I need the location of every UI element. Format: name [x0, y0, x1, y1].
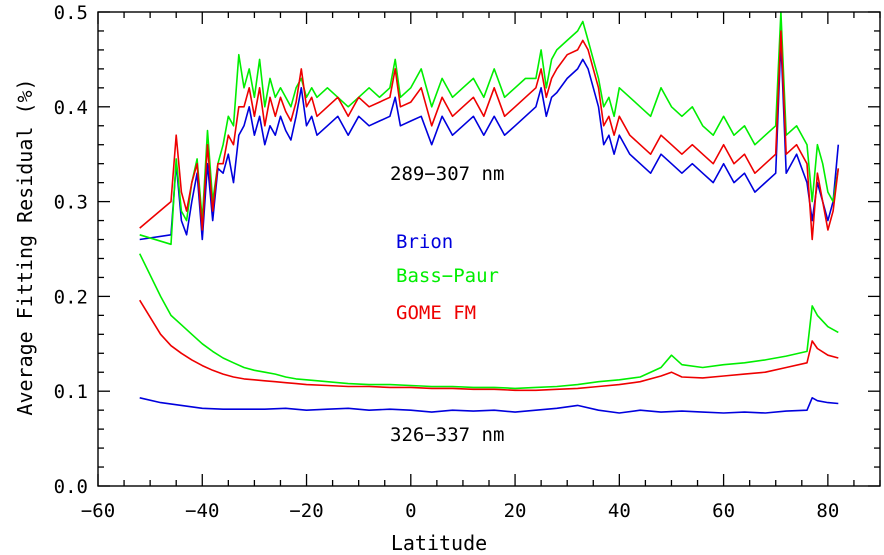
series-lines — [138, 11, 840, 414]
y-tick-label: 0.2 — [54, 286, 88, 308]
y-tick-label: 0.0 — [54, 476, 88, 498]
annotation-lower-band: 326−337 nm — [390, 424, 504, 446]
legend-entry-gome-fm: GOME FM — [396, 302, 476, 324]
x-tick-label: −20 — [289, 500, 323, 522]
series-line-bass-paur-lower — [138, 253, 839, 390]
y-tick-label: 0.1 — [54, 381, 88, 403]
x-tick-label: −40 — [185, 500, 219, 522]
plot-frame — [97, 11, 881, 487]
tick-labels: −60 −40 −20 0 20 40 60 80 0.0 0.1 0.2 0.3 0.4 0.5 — [54, 2, 840, 522]
y-axis-title: Average Fitting Residual (%) — [13, 78, 37, 415]
x-tick-label: 80 — [816, 500, 839, 522]
series-line-gome-fm-lower — [139, 299, 839, 392]
y-tick-label: 0.5 — [54, 2, 88, 24]
series-line-bass-paur-upper — [139, 11, 840, 246]
x-tick-label: 0 — [405, 500, 416, 522]
x-tick-label: 40 — [608, 500, 631, 522]
x-tick-label: 60 — [712, 500, 735, 522]
y-tick-label: 0.4 — [54, 97, 88, 119]
x-tick-label: −60 — [81, 500, 115, 522]
series-line-gome-fm-upper — [139, 30, 840, 241]
x-axis-title: Latitude — [391, 531, 487, 555]
legend-entry-bass-paur: Bass−Paur — [396, 265, 499, 287]
legend-entry-brion: Brion — [396, 231, 453, 253]
series-line-brion-upper — [139, 39, 840, 241]
y-tick-label: 0.3 — [54, 192, 88, 214]
annotation-upper-band: 289−307 nm — [390, 163, 504, 185]
x-tick-label: 20 — [504, 500, 527, 522]
series-line-brion-lower — [139, 396, 839, 414]
